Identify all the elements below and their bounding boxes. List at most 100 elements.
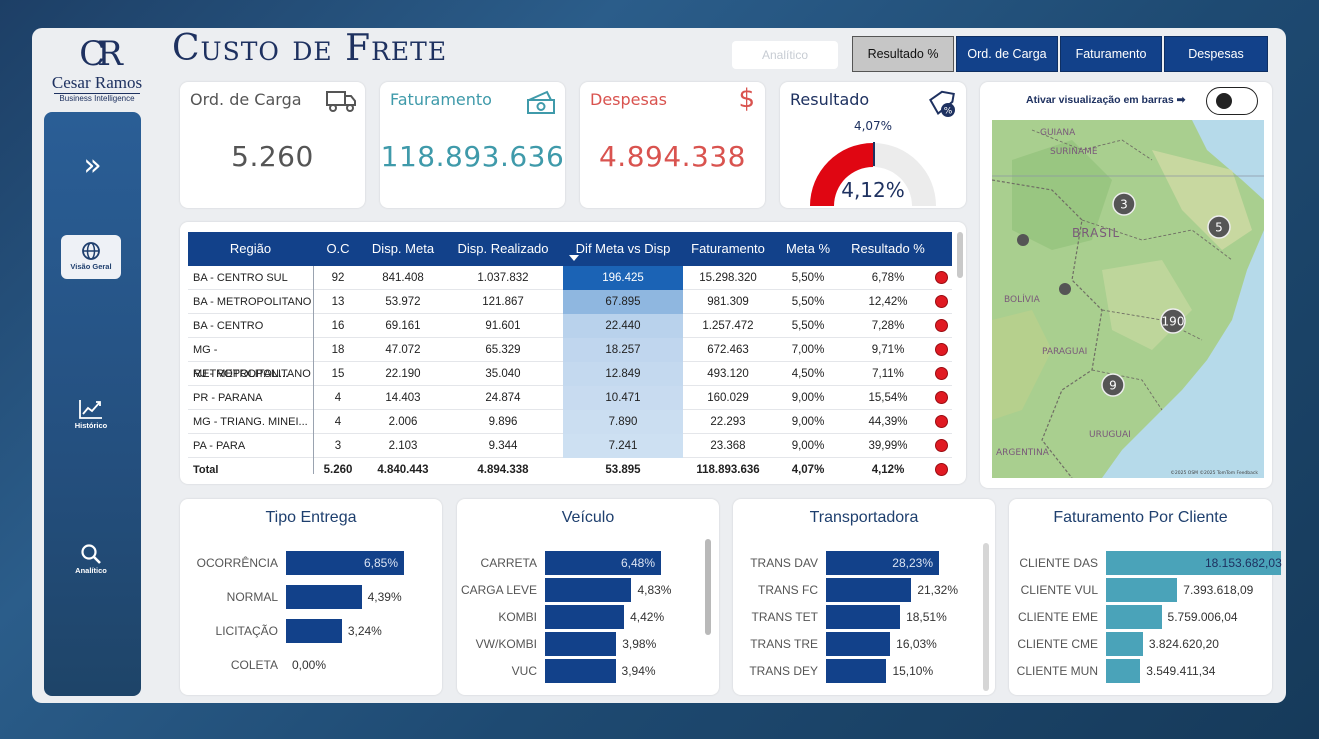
col-faturamento[interactable]: Faturamento [691, 241, 765, 256]
map-point[interactable] [1017, 234, 1029, 246]
sidebar-item-label: Histórico [74, 421, 108, 430]
col-meta-pct[interactable]: Meta % [785, 241, 831, 256]
table-scrollbar[interactable] [957, 232, 963, 278]
bar-value-label: 18,51% [906, 610, 947, 624]
bar-row[interactable]: OCORRÊNCIA 6,85% [180, 551, 442, 575]
col-dif-meta[interactable]: Dif Meta vs Disp [575, 241, 671, 256]
kpi-resultado: Resultado % 4,07% 4,12% [780, 82, 966, 208]
map-cluster[interactable]: 3 [1112, 192, 1136, 216]
bar[interactable] [826, 659, 887, 683]
col-disp-realizado[interactable]: Disp. Realizado [457, 241, 549, 256]
bar-row[interactable]: CLIENTE MUN 3.549.411,34 [1009, 659, 1272, 683]
bar-category-label: TRANS TRE [750, 637, 818, 651]
bar-view-toggle[interactable] [1206, 87, 1258, 115]
status-indicator-icon [935, 343, 948, 356]
sort-desc-icon[interactable] [569, 255, 579, 261]
table-cell-regiao: Total [193, 464, 219, 476]
kpi-value: 5.260 [231, 140, 314, 173]
bar-row[interactable]: CLIENTE VUL 7.393.618,09 [1009, 578, 1272, 602]
bar[interactable] [545, 578, 632, 602]
table-row[interactable]: MG - TRIANG. MINEI... 4 2.006 9.896 7.890 22.… [188, 410, 952, 434]
table-cell-dif: 12.849 [563, 362, 683, 386]
bar-category-label: NORMAL [226, 590, 278, 604]
tab-ord-carga[interactable]: Ord. de Carga [956, 36, 1058, 72]
bar[interactable] [1106, 605, 1162, 629]
table-row[interactable]: MG - METROPOLITAN... 18 47.072 65.329 18.257… [188, 338, 952, 380]
bar[interactable] [826, 605, 901, 629]
table-row[interactable]: PR - PARANA 4 14.403 24.874 10.471 160.029 9,0… [188, 386, 952, 410]
chart-scrollbar[interactable] [705, 539, 711, 635]
table-row[interactable]: PA - PARA 3 2.103 9.344 7.241 23.368 9,00% 39,9… [188, 434, 952, 458]
bar[interactable] [545, 551, 661, 575]
tab-faturamento[interactable]: Faturamento [1060, 36, 1162, 72]
map[interactable]: GUIANA SURINAME BRASIL BOLÍVIA PARAGUAI … [992, 120, 1264, 478]
bar[interactable] [545, 659, 616, 683]
table-cell-oc: 15 [331, 368, 345, 380]
bar-value-label: 3.549.411,34 [1146, 664, 1216, 678]
table-row[interactable]: RJ - METROPOLITANO 15 22.190 35.040 12.849 49… [188, 362, 952, 386]
map-cluster[interactable]: 190 [1160, 308, 1186, 334]
kpi-value: 118.893.636 [380, 140, 565, 173]
bar-row[interactable]: LICITAÇÃO 3,24% [180, 619, 442, 643]
bar-row[interactable]: CARRETA 6,48% [457, 551, 719, 575]
table-cell-meta: 22.190 [385, 368, 421, 380]
bar-row[interactable]: COLETA 0,00% [180, 653, 442, 677]
bar[interactable] [545, 605, 625, 629]
sidebar-item-analitico[interactable]: Analítico [61, 537, 121, 581]
map-point[interactable] [1059, 283, 1071, 295]
bar-row[interactable]: KOMBI 4,42% [457, 605, 719, 629]
bar-row[interactable]: CLIENTE DAS 18.153.682,03 [1009, 551, 1282, 575]
bar[interactable] [826, 632, 891, 656]
kpi-value: 4.894.338 [598, 140, 746, 173]
bar-row[interactable]: VUC 3,94% [457, 659, 719, 683]
chart-scrollbar[interactable] [983, 543, 989, 691]
bar-row[interactable]: CLIENTE CME 3.824.620,20 [1009, 632, 1272, 656]
bar-category-label: VUC [511, 664, 537, 678]
bar[interactable] [1106, 632, 1143, 656]
bar[interactable] [1106, 659, 1141, 683]
status-indicator-icon [935, 319, 948, 332]
bar-row[interactable]: TRANS DAV 28,23% [733, 551, 995, 575]
sidebar-item-historico[interactable]: Histórico [61, 392, 121, 436]
bar-category-label: TRANS DEY [749, 664, 818, 678]
table-cell-real: 65.329 [485, 344, 521, 356]
col-resultado-pct[interactable]: Resultado % [851, 241, 925, 256]
table-cell-meta: 2.103 [388, 440, 418, 452]
col-oc[interactable]: O.C [326, 241, 350, 256]
bar-row[interactable]: CLIENTE EME 5.759.006,04 [1009, 605, 1272, 629]
bar-row[interactable]: TRANS FC 21,32% [733, 578, 995, 602]
bar[interactable] [826, 578, 912, 602]
table-cell-real: 91.601 [485, 320, 521, 332]
bar-row[interactable]: TRANS DEY 15,10% [733, 659, 995, 683]
chart-tipo-entrega: Tipo Entrega OCORRÊNCIA 6,85% NORMAL 4,39% L… [180, 499, 442, 695]
table-row[interactable]: BA - METROPOLITANO 13 53.972 121.867 67.895 9… [188, 290, 952, 314]
col-disp-meta[interactable]: Disp. Meta [371, 241, 435, 256]
chevron-double-right-icon[interactable]: » [83, 148, 102, 183]
tab-resultado[interactable]: Resultado % [852, 36, 954, 72]
bar-row[interactable]: TRANS TRE 16,03% [733, 632, 995, 656]
bar[interactable] [286, 551, 404, 575]
table-total-row[interactable]: Total 5.260 4.840.443 4.894.338 53.895 118.89… [188, 458, 952, 482]
bar-row[interactable]: NORMAL 4,39% [180, 585, 442, 609]
table-cell-meta: 4.840.443 [377, 464, 429, 476]
bar[interactable] [1106, 578, 1178, 602]
col-regiao[interactable]: Região [229, 241, 272, 256]
map-cluster[interactable]: 9 [1101, 373, 1125, 397]
sidebar-item-visao-geral[interactable]: Visão Geral [61, 235, 121, 279]
bar[interactable] [286, 619, 342, 643]
table-row[interactable]: BA - CENTRO SUL 92 841.408 1.037.832 196.425… [188, 266, 952, 290]
table-cell-res-pct: 44,39% [868, 416, 908, 428]
table-row[interactable]: BA - CENTRO 16 69.161 91.601 22.440 1.257.472… [188, 314, 952, 338]
bar[interactable] [1106, 551, 1281, 575]
map-cluster[interactable]: 5 [1207, 215, 1231, 239]
bar[interactable] [545, 632, 617, 656]
bar-row[interactable]: VW/KOMBI 3,98% [457, 632, 719, 656]
bar[interactable] [286, 585, 362, 609]
toggle-knob [1216, 93, 1232, 109]
bar-row[interactable]: CARGA LEVE 4,83% [457, 578, 719, 602]
bar-row[interactable]: TRANS TET 18,51% [733, 605, 995, 629]
bar[interactable] [826, 551, 939, 575]
sidebar-item-label: Visão Geral [70, 262, 112, 271]
analitico-button[interactable]: Analítico [732, 41, 838, 69]
tab-despesas[interactable]: Despesas [1164, 36, 1268, 72]
